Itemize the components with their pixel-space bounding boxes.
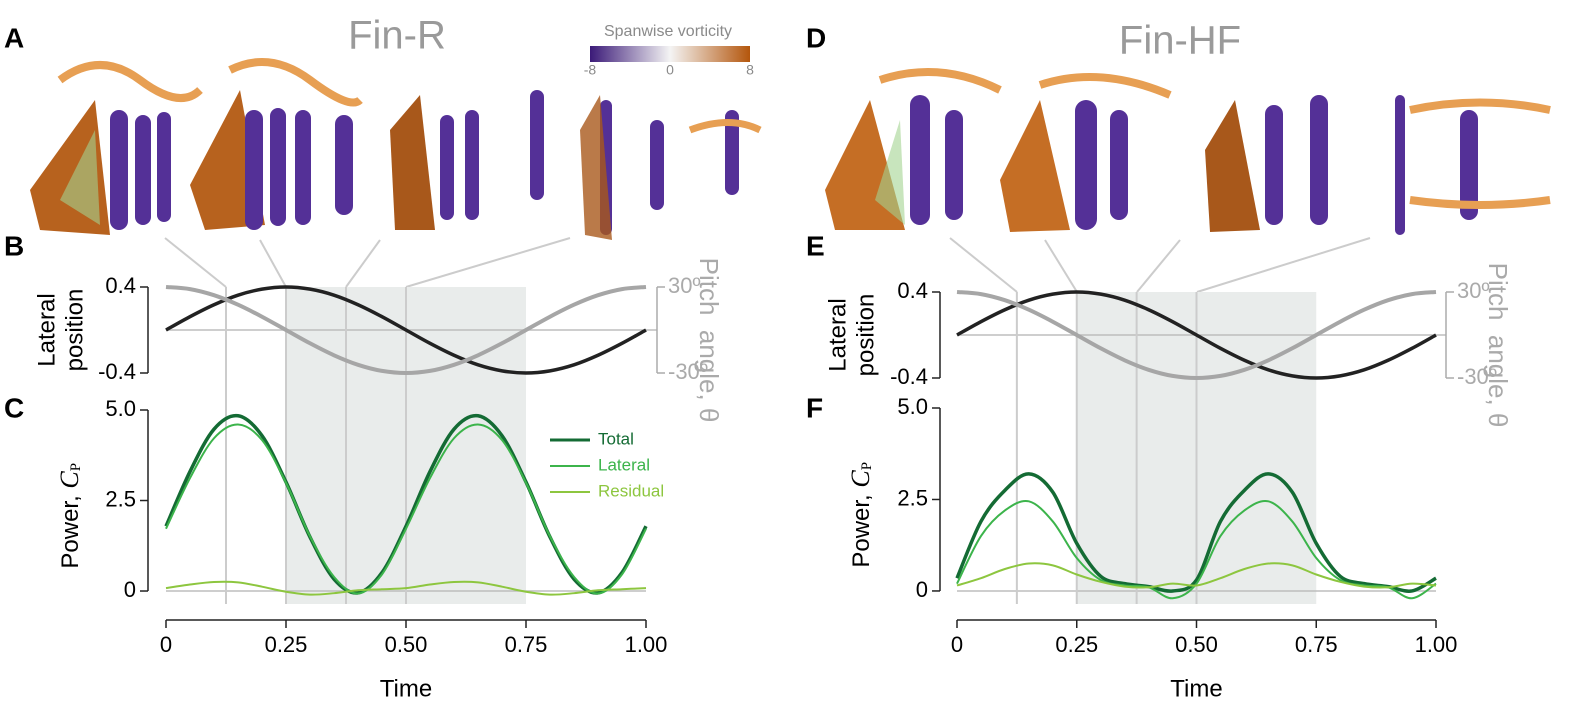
colorbar-tick-label: 0 bbox=[666, 62, 674, 78]
colorbar bbox=[590, 46, 750, 62]
x-tick-label: 0.25 bbox=[1055, 632, 1098, 657]
y-axis-label-part: Power, bbox=[848, 488, 875, 568]
series-line bbox=[956, 290, 1437, 380]
y-axis-label: Lateral bbox=[824, 298, 851, 371]
y-tick-label: 0.4 bbox=[897, 278, 928, 303]
y2-tick-label: -30º bbox=[1457, 364, 1497, 389]
series-line bbox=[165, 285, 647, 375]
series-line bbox=[164, 413, 648, 595]
panel-letter: D bbox=[806, 22, 826, 53]
series-line bbox=[165, 423, 647, 595]
x-tick-label: 0.25 bbox=[265, 632, 308, 657]
x-tick-label: 1.00 bbox=[625, 632, 668, 657]
vortex-renderings-right bbox=[825, 68, 1551, 235]
colorbar-title: Spanwise vorticity bbox=[604, 23, 732, 40]
x-tick-label: 0 bbox=[951, 632, 963, 657]
x-tick-label: 1.00 bbox=[1415, 632, 1458, 657]
x-axis-label: Time bbox=[1170, 675, 1222, 702]
y-axis-label: position bbox=[61, 289, 88, 372]
panel-letter: B bbox=[4, 230, 24, 261]
connectors bbox=[164, 237, 1371, 293]
x-tick-label: 0.50 bbox=[1175, 632, 1218, 657]
x-tick-label: 0 bbox=[160, 632, 172, 657]
y-tick-label: -0.4 bbox=[890, 364, 928, 389]
rendering bbox=[190, 58, 363, 230]
rendering bbox=[390, 90, 762, 240]
legend-label: Total bbox=[598, 429, 634, 448]
legend-label: Residual bbox=[598, 481, 664, 500]
y2-tick-label: 30º bbox=[1457, 278, 1490, 303]
y-axis-label: Lateral bbox=[33, 293, 60, 366]
y-axis-label-part: Power, bbox=[57, 489, 84, 569]
colorbar-tick-label: 8 bbox=[746, 62, 754, 78]
y-tick-label: -0.4 bbox=[98, 359, 136, 384]
legend-label: Lateral bbox=[598, 455, 650, 474]
y-tick-label: 0 bbox=[124, 577, 136, 602]
x-tick-label: 0.75 bbox=[1295, 632, 1338, 657]
vortex-renderings-left bbox=[30, 58, 762, 240]
panel-letter: F bbox=[806, 392, 823, 423]
y-axis-label-part: C bbox=[55, 471, 84, 489]
colorbar-tick-label: -8 bbox=[584, 62, 597, 78]
panel-title: Fin-R bbox=[348, 14, 446, 58]
panel-letter: C bbox=[4, 392, 24, 423]
y-axis-label: Power, CP bbox=[846, 462, 875, 568]
rendering bbox=[30, 61, 203, 235]
y-axis-label-part: C bbox=[846, 470, 875, 488]
series-line bbox=[165, 580, 647, 596]
x-tick-label: 0.75 bbox=[505, 632, 548, 657]
y-tick-label: 2.5 bbox=[897, 485, 928, 510]
series-line bbox=[956, 562, 1437, 589]
series-line bbox=[956, 290, 1437, 381]
y2-tick-label: 30º bbox=[668, 273, 701, 298]
panel-letter: A bbox=[4, 22, 24, 53]
series-line bbox=[165, 285, 647, 376]
x-axis-label: Time bbox=[380, 675, 432, 702]
y-axis-label-part: P bbox=[859, 462, 875, 470]
series-line bbox=[955, 472, 1437, 593]
y-tick-label: 2.5 bbox=[105, 486, 136, 511]
y-tick-label: 5.0 bbox=[105, 396, 136, 421]
y-axis-label-part: P bbox=[68, 463, 84, 471]
y-tick-label: 0.4 bbox=[105, 273, 136, 298]
y2-tick-label: -30º bbox=[668, 359, 708, 384]
x-tick-label: 0.50 bbox=[385, 632, 428, 657]
y-axis-label: Power, CP bbox=[55, 463, 84, 569]
panel-title: Fin-HF bbox=[1119, 19, 1241, 63]
y-tick-label: 0 bbox=[916, 577, 928, 602]
y-tick-label: 5.0 bbox=[897, 394, 928, 419]
y-axis-label: position bbox=[852, 294, 879, 377]
y2-axis-label: Pitch angle, θ bbox=[1483, 263, 1513, 428]
panel-letter: E bbox=[806, 230, 825, 261]
y2-axis-label: Pitch angle, θ bbox=[694, 258, 724, 423]
